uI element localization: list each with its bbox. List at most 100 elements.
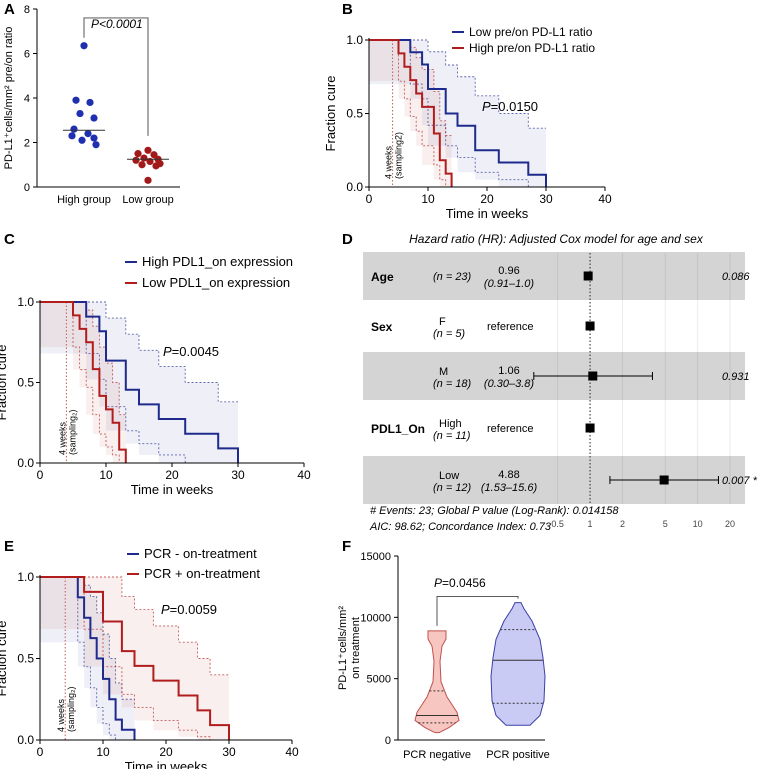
data-point — [68, 132, 76, 140]
x-tick-label: 30 — [231, 468, 245, 482]
data-point — [144, 176, 152, 184]
panel-d: D Hazard ratio (HR): Adjusted Cox model f… — [342, 231, 758, 533]
row-n: (n = 12) — [433, 482, 472, 494]
category-label: PCR negative — [403, 749, 471, 761]
data-point — [152, 162, 160, 170]
y-axis-label: PD-L1⁺cells/mm² pre/on ratio — [3, 27, 15, 170]
km-curve-0 — [369, 39, 547, 187]
data-point — [134, 150, 142, 158]
p-value-label: P=0.0456 — [434, 576, 486, 590]
row-ci: (0.91–1.0) — [484, 278, 534, 290]
x-tick-label: 0.5 — [551, 519, 564, 529]
p-value-label: P=0.0045 — [163, 344, 219, 359]
y-tick-label: 0.0 — [17, 456, 34, 470]
y-tick-label: 0.0 — [17, 733, 34, 747]
legend-label-1: Low PDL1_on expression — [142, 275, 290, 290]
km-curve-1 — [40, 301, 127, 463]
row-estimate: reference — [487, 423, 533, 435]
panel-letter: F — [342, 538, 351, 555]
data-point — [70, 125, 78, 133]
hr-marker — [585, 423, 595, 433]
x-axis-label: Time in weeks — [131, 482, 214, 497]
p-value: =0.0045 — [172, 344, 219, 359]
vline-label-1: 4 weeks — [56, 698, 66, 732]
p-value: =0.0059 — [170, 602, 217, 617]
y-tick-label: 0 — [24, 182, 30, 194]
vline-label-1: 4 weeks — [384, 145, 394, 179]
p-value: =0.0150 — [491, 99, 538, 114]
y-tick-label: 0.5 — [346, 107, 363, 121]
x-tick-label: 40 — [285, 745, 299, 759]
data-point — [78, 136, 86, 144]
y-tick-label: 4 — [24, 93, 30, 105]
km-curve-1 — [40, 576, 230, 740]
data-point — [138, 161, 146, 169]
vline-label-2: (sampling₂) — [66, 686, 76, 732]
x-tick-label: 10 — [99, 468, 113, 482]
p-value: =0.0456 — [442, 576, 486, 590]
y-tick-label: 10000 — [360, 612, 391, 624]
x-tick-label: 1 — [588, 519, 593, 529]
p-letter: P — [161, 602, 170, 617]
panel-c: C 4 weeks (sampling₂) 0 10 20 30 40 0.0 0.5 1.0 Tim… — [0, 231, 311, 497]
km-curve-1 — [369, 39, 453, 187]
x-tick-label: 10 — [421, 192, 435, 206]
row-pvalue: 0.086 — [722, 271, 750, 283]
data-point — [76, 109, 84, 118]
data-point — [84, 130, 92, 138]
hr-marker — [585, 321, 595, 331]
row-level: F — [439, 316, 446, 328]
row-n: (n = 11) — [433, 430, 471, 442]
y-tick-label: 2 — [24, 138, 30, 150]
p-value-label: P=0.0059 — [161, 602, 217, 617]
data-point — [132, 156, 140, 164]
row-level: M — [439, 366, 448, 378]
y-tick-label: 1.0 — [17, 295, 34, 309]
panel-letter: D — [342, 231, 353, 248]
row-level: High — [439, 418, 462, 430]
x-tick-label: 0 — [37, 468, 44, 482]
x-tick-label: 0 — [37, 745, 44, 759]
row-variable: PDL1_On — [371, 422, 425, 436]
violin-body — [490, 602, 546, 726]
x-tick-label: 30 — [539, 192, 553, 206]
x-tick-label: 20 — [725, 519, 735, 529]
data-point — [90, 114, 98, 122]
y-tick-label: 6 — [24, 49, 30, 61]
y-axis-label: Fraction cure — [0, 621, 9, 697]
ci-upper-1 — [40, 301, 126, 416]
data-point — [86, 98, 94, 107]
row-ci: (1.53–15.6) — [481, 482, 538, 494]
legend-label-0: Low pre/on PD-L1 ratio — [469, 25, 593, 39]
panel-letter: E — [4, 538, 14, 555]
p-letter: P — [434, 576, 442, 590]
p-value-label: P<0.0001 — [91, 17, 143, 31]
x-tick-label: 40 — [598, 192, 612, 206]
panel-a: A 0 2 4 6 8 PD-L1⁺cells/mm² pre/on ratio High g… — [3, 1, 180, 206]
footer-line-1: # Events: 23; Global P value (Log-Rank):… — [370, 505, 619, 517]
data-point — [144, 146, 152, 154]
panel-b: B 4 weeks (sampling2) 0 10 20 30 40 0.0 0.5 1.0 Tim… — [323, 1, 612, 221]
p-value: P<0.0001 — [91, 17, 143, 31]
x-tick-label: 20 — [480, 192, 494, 206]
y-tick-label: 1.0 — [346, 33, 363, 47]
x-axis-label: Time in weeks — [125, 759, 208, 769]
row-estimate: reference — [487, 321, 533, 333]
ci-lower-1 — [369, 39, 452, 188]
x-tick-label: 10 — [96, 745, 110, 759]
hr-marker — [583, 271, 593, 281]
y-tick-label: 0.5 — [17, 376, 34, 390]
y-tick-label: 0 — [385, 735, 391, 747]
data-point — [72, 96, 80, 104]
km-curve-0 — [40, 576, 136, 740]
ci-upper-0 — [369, 39, 546, 129]
violin-body — [414, 630, 460, 734]
x-axis-label: Time in weeks — [446, 206, 529, 221]
forest-title: Hazard ratio (HR): Adjusted Cox model fo… — [409, 232, 704, 246]
x-tick-label: 20 — [159, 745, 173, 759]
vline-label-2: (sampling2) — [394, 132, 404, 179]
legend-label-1: High pre/on PD-L1 ratio — [469, 41, 595, 55]
legend-label-0: PCR - on-treatment — [144, 546, 257, 561]
y-axis-label-2: on treatment — [350, 617, 362, 679]
ci-lower-0 — [369, 39, 546, 188]
